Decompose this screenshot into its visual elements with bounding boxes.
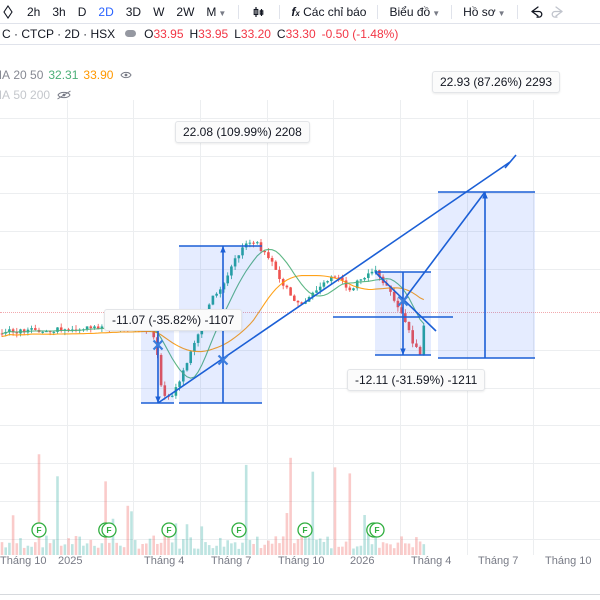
svg-text:F: F bbox=[36, 525, 41, 535]
svg-text:F: F bbox=[374, 525, 379, 535]
svg-text:F: F bbox=[236, 525, 241, 535]
svg-text:F: F bbox=[106, 525, 111, 535]
svg-text:F: F bbox=[166, 525, 171, 535]
svg-text:F: F bbox=[302, 525, 307, 535]
